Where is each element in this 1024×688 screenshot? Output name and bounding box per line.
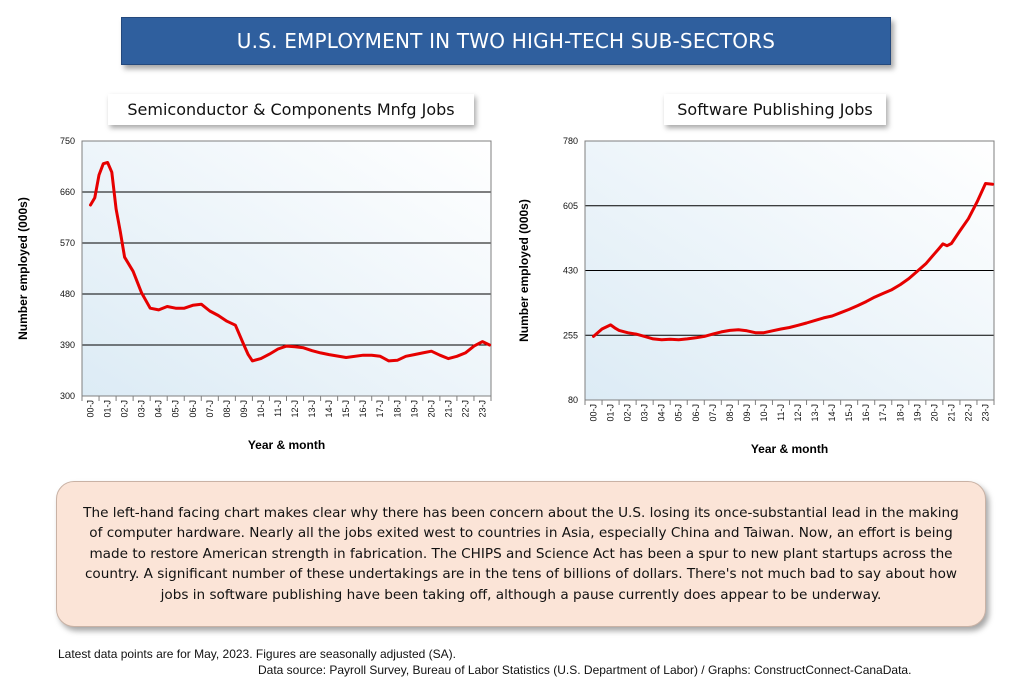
x-tick-label: 01-J (606, 404, 616, 422)
x-tick-label: 06-J (691, 404, 701, 422)
x-tick-label: 23-J (477, 400, 487, 418)
data-source: Data source: Payroll Survey, Bureau of L… (258, 663, 912, 677)
x-tick-label: 19-J (409, 400, 419, 418)
y-tick-label: 570 (60, 238, 75, 248)
x-tick-label: 14-J (324, 400, 334, 418)
y-tick-label: 750 (60, 136, 75, 146)
x-tick-label: 01-J (103, 400, 113, 418)
x-tick-label: 07-J (205, 400, 215, 418)
x-tick-label: 06-J (188, 400, 198, 418)
y-tick-label: 430 (563, 266, 578, 276)
y-tick-label: 300 (60, 391, 75, 401)
y-tick-label: 80 (568, 395, 578, 405)
x-tick-label: 05-J (674, 404, 684, 422)
page-title-banner: U.S. EMPLOYMENT IN TWO HIGH-TECH SUB-SEC… (121, 17, 891, 65)
x-tick-label: 17-J (375, 400, 385, 418)
x-tick-label: 18-J (392, 400, 402, 418)
x-tick-label: 16-J (861, 404, 871, 422)
x-tick-label: 10-J (256, 400, 266, 418)
x-tick-label: 05-J (171, 400, 181, 418)
x-tick-label: 08-J (725, 404, 735, 422)
x-tick-label: 21-J (946, 404, 956, 422)
x-tick-label: 00-J (86, 400, 96, 418)
y-tick-label: 480 (60, 289, 75, 299)
x-tick-label: 10-J (759, 404, 769, 422)
x-tick-label: 22-J (963, 404, 973, 422)
commentary-box: The left-hand facing chart makes clear w… (56, 481, 986, 627)
x-tick-label: 15-J (844, 404, 854, 422)
y-tick-label: 660 (60, 187, 75, 197)
x-tick-label: 21-J (443, 400, 453, 418)
x-tick-label: 00-J (589, 404, 599, 422)
x-tick-label: 07-J (708, 404, 718, 422)
x-tick-label: 17-J (878, 404, 888, 422)
x-tick-label: 03-J (640, 404, 650, 422)
x-tick-label: 02-J (623, 404, 633, 422)
x-tick-label: 20-J (929, 404, 939, 422)
right-chart-title: Software Publishing Jobs (664, 94, 886, 125)
x-tick-label: 04-J (154, 400, 164, 418)
x-tick-label: 02-J (120, 400, 130, 418)
y-tick-label: 390 (60, 340, 75, 350)
footnote: Latest data points are for May, 2023. Fi… (58, 647, 456, 661)
series-line (89, 161, 492, 363)
y-axis-title: Number employed (000s) (517, 199, 531, 342)
x-axis-title: Year & month (751, 442, 828, 456)
x-tick-label: 09-J (742, 404, 752, 422)
y-tick-label: 255 (563, 330, 578, 340)
y-tick-label: 605 (563, 201, 578, 211)
x-tick-label: 23-J (980, 404, 990, 422)
x-axis-title: Year & month (248, 438, 325, 452)
x-tick-label: 15-J (341, 400, 351, 418)
x-tick-label: 08-J (222, 400, 232, 418)
x-tick-label: 19-J (912, 404, 922, 422)
x-tick-label: 20-J (426, 400, 436, 418)
y-tick-label: 780 (563, 136, 578, 146)
x-tick-label: 11-J (273, 400, 283, 417)
x-tick-label: 14-J (827, 404, 837, 422)
series-line (592, 182, 995, 342)
x-tick-label: 11-J (776, 404, 786, 421)
x-tick-label: 03-J (137, 400, 147, 418)
page-title: U.S. EMPLOYMENT IN TWO HIGH-TECH SUB-SEC… (236, 29, 776, 53)
x-tick-label: 18-J (895, 404, 905, 422)
x-tick-label: 12-J (793, 404, 803, 422)
x-tick-label: 13-J (810, 404, 820, 422)
x-tick-label: 22-J (460, 400, 470, 418)
x-tick-label: 16-J (358, 400, 368, 418)
x-tick-label: 09-J (239, 400, 249, 418)
x-tick-label: 12-J (290, 400, 300, 418)
left-chart-title: Semiconductor & Components Mnfg Jobs (108, 94, 474, 125)
y-axis-title: Number employed (000s) (16, 197, 30, 340)
x-tick-label: 04-J (657, 404, 667, 422)
x-tick-label: 13-J (307, 400, 317, 418)
commentary-text: The left-hand facing chart makes clear w… (83, 504, 959, 603)
